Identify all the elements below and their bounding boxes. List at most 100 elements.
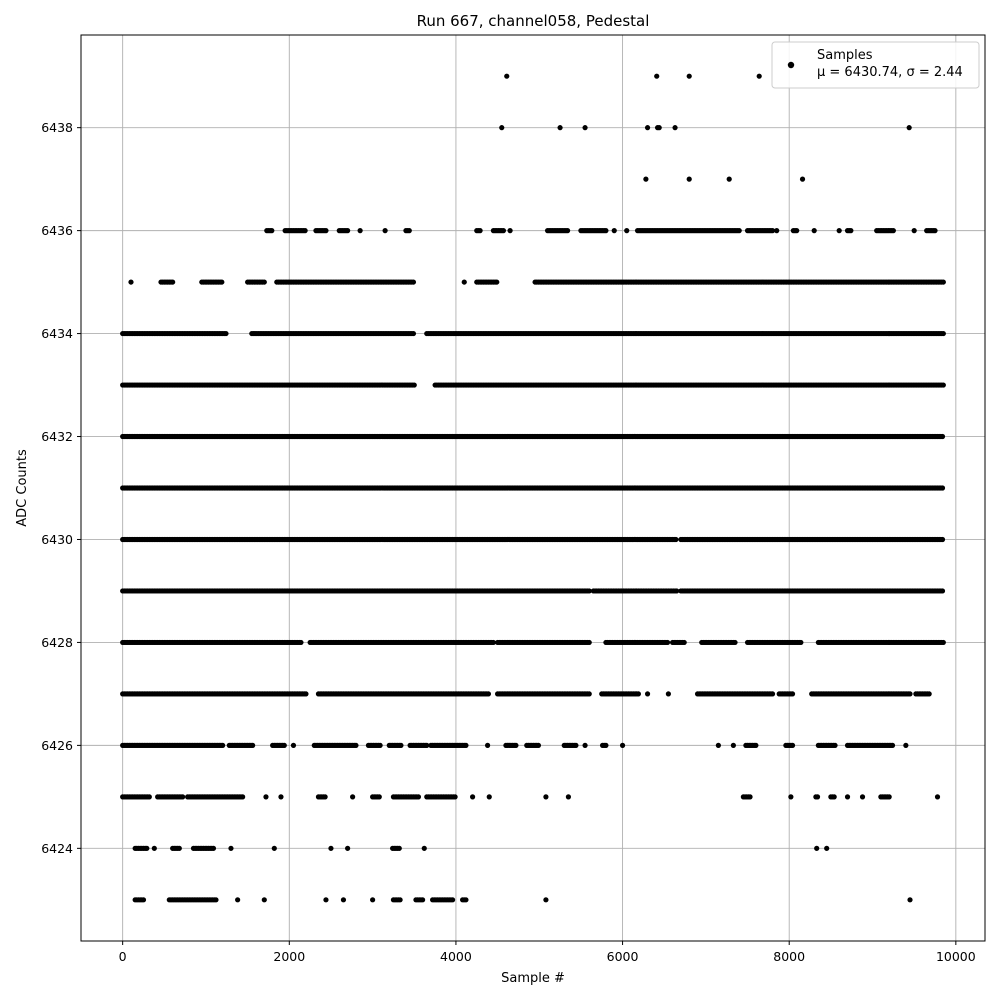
data-point [507,228,513,234]
data-point [144,845,150,851]
data-point [672,125,678,131]
data-point [907,897,913,903]
x-tick-label: 10000 [936,949,976,964]
data-point [261,897,267,903]
data-point [906,125,912,131]
data-point [726,176,732,182]
data-point [415,794,422,800]
data-point [665,691,671,697]
data-point [736,228,742,234]
data-point [836,228,842,234]
data-point [686,176,692,182]
data-point [603,742,609,748]
data-point [377,742,383,748]
data-point [644,691,651,697]
x-tick-label: 4000 [440,949,472,964]
data-point [564,228,571,234]
data-point [686,73,692,79]
data-point [323,228,329,234]
data-point [934,794,941,800]
data-point [513,742,519,748]
y-axis-label: ADC Counts [15,449,30,527]
legend-marker [787,61,795,69]
data-point [940,639,946,646]
data-point [848,228,854,234]
data-point [146,794,152,800]
data-point [926,691,932,697]
y-tick-label: 6434 [41,326,73,341]
data-point [263,794,269,800]
data-point [586,588,592,594]
data-point [176,845,182,851]
data-point [890,228,896,234]
data-point [747,794,753,800]
data-point [799,176,806,182]
legend: Samples μ = 6430.74, σ = 2.44 [771,41,980,89]
legend-stats: μ = 6430.74, σ = 2.44 [817,65,963,80]
data-point [656,125,662,131]
data-point [664,639,671,646]
data-point [271,845,277,851]
data-point [220,742,226,748]
y-tick-label: 6438 [41,120,73,135]
data-point [939,536,946,543]
data-point [485,691,492,697]
data-point [486,794,492,800]
data-point [340,897,347,903]
data-point [811,228,817,234]
data-points [120,73,946,903]
data-point [449,897,456,903]
y-tick-label: 6430 [41,532,73,547]
data-point [357,228,363,234]
data-point [290,742,297,748]
data-point [350,794,356,800]
data-point [210,845,217,851]
data-point [586,639,592,646]
data-point [586,691,592,697]
data-point [322,794,328,800]
data-point [421,845,427,851]
data-point [543,897,549,903]
data-point [824,845,830,851]
x-axis-label: Sample # [501,971,565,986]
data-point [911,228,917,234]
x-tick-label: 2000 [273,949,305,964]
data-point [565,794,572,800]
data-point [844,794,851,800]
data-point [411,382,417,388]
data-point [886,794,892,800]
data-point [814,845,820,851]
data-point [798,639,804,646]
data-point [370,897,376,903]
data-point [635,691,641,697]
data-point [582,742,588,748]
data-point [396,845,402,851]
data-point [281,742,287,748]
data-point [223,330,229,337]
data-point [140,897,147,903]
y-tick-label: 6432 [41,429,73,444]
data-point [603,228,609,234]
data-point [298,639,304,646]
y-tick-label: 6428 [41,635,73,650]
data-point [323,897,329,903]
data-point [504,73,510,79]
data-point [939,485,946,491]
data-point [376,794,382,800]
data-point [406,228,412,234]
data-point [831,794,837,800]
data-point [250,742,256,748]
legend-label: Samples [817,48,873,63]
data-point [499,125,505,131]
data-point [345,228,351,234]
data-point [461,279,467,285]
data-point [128,279,134,285]
data-point [452,794,458,800]
data-point [814,794,821,800]
data-point [463,742,469,748]
data-point [398,742,404,748]
data-point [788,794,794,800]
data-point [611,228,617,234]
data-point [151,845,157,851]
